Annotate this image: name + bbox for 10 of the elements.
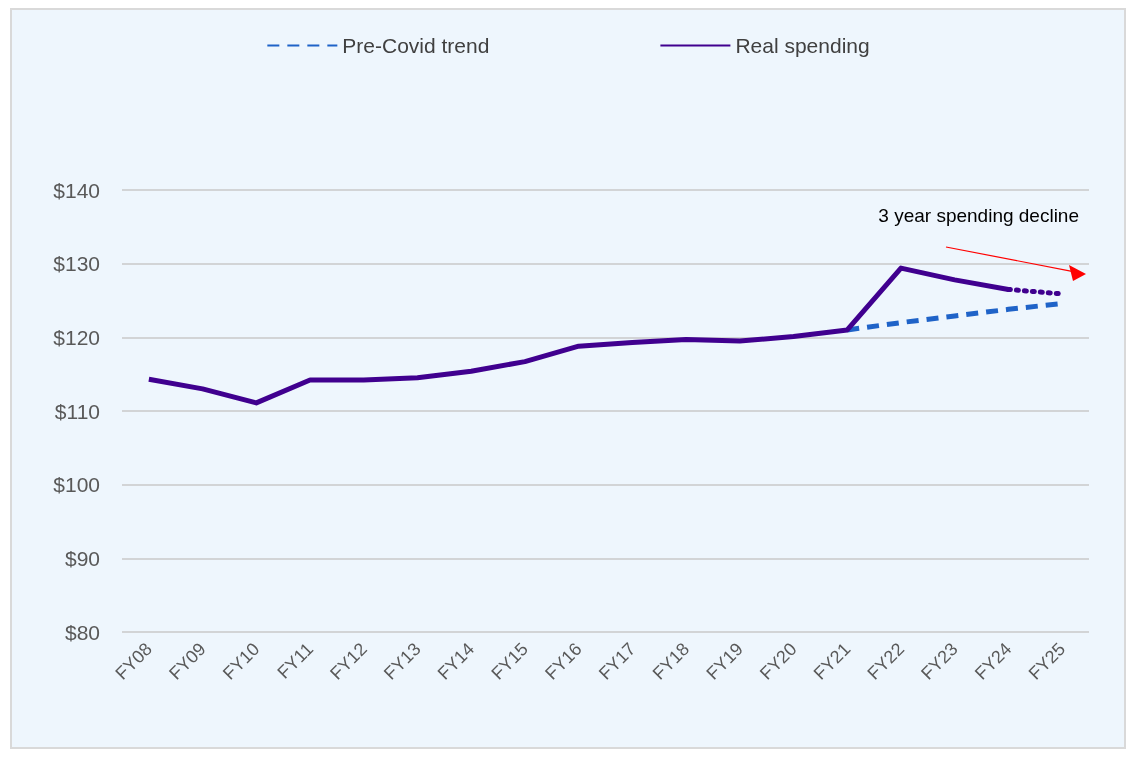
annotation: 3 year spending decline <box>878 205 1080 226</box>
legend-label: Real spending <box>735 34 870 57</box>
y-tick-label: $130 <box>53 252 100 276</box>
y-tick-label: $80 <box>64 620 100 644</box>
y-tick-label: $120 <box>53 325 100 349</box>
y-tick-label: $100 <box>53 473 100 497</box>
legend-label: Pre-Covid trend <box>342 34 490 57</box>
y-tick-label: $90 <box>64 546 100 570</box>
y-tick-label: $110 <box>54 399 100 423</box>
y-tick-label: $140 <box>53 178 100 202</box>
